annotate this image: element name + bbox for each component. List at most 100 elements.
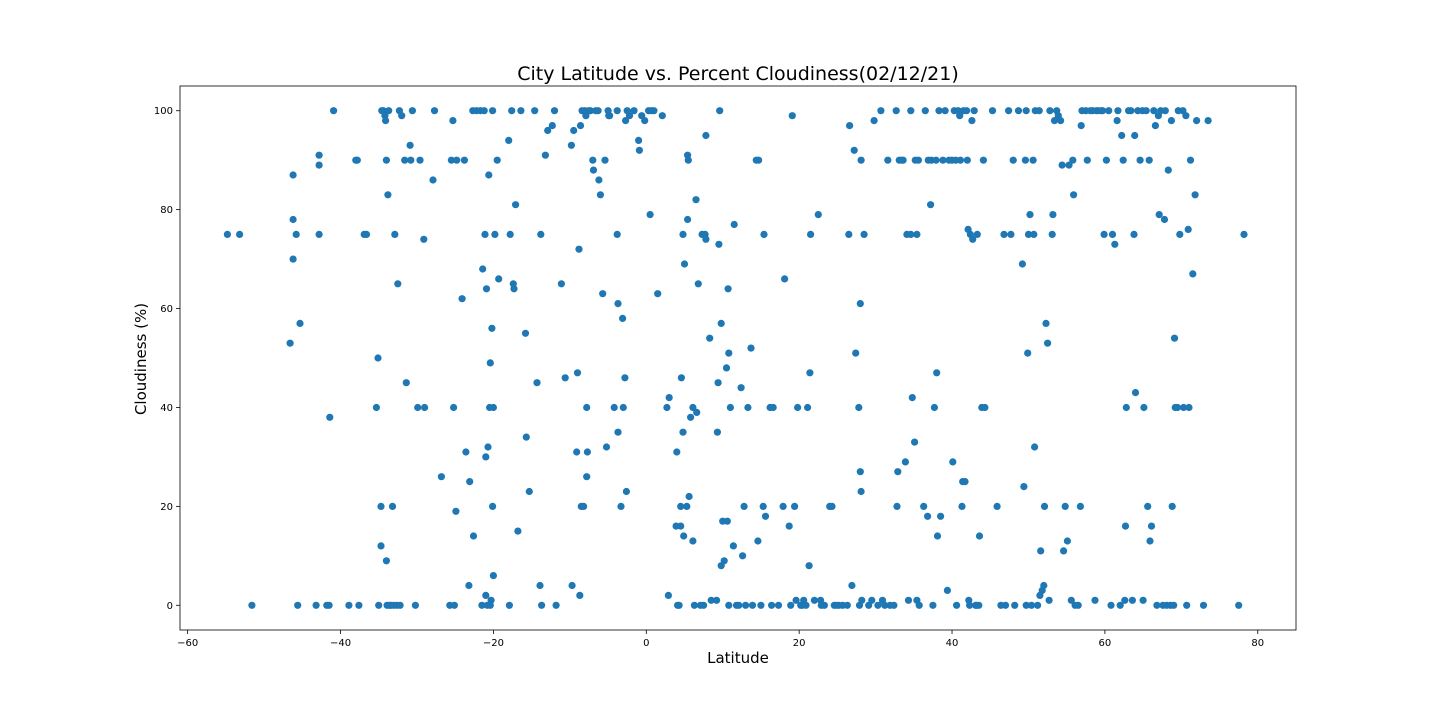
data-point <box>1018 260 1026 268</box>
data-point <box>1119 156 1127 164</box>
data-point <box>1021 156 1029 164</box>
data-point <box>702 131 710 140</box>
data-point <box>525 487 533 496</box>
data-point <box>692 196 700 204</box>
data-point <box>576 122 585 130</box>
data-point <box>981 403 989 412</box>
data-point <box>714 379 722 387</box>
data-point <box>1155 211 1163 219</box>
data-point <box>675 601 683 609</box>
data-point <box>614 300 622 308</box>
data-point <box>1077 122 1085 130</box>
data-point <box>407 156 415 164</box>
data-point <box>1069 156 1077 164</box>
data-point <box>1184 225 1192 233</box>
data-point <box>933 369 941 377</box>
data-point <box>1185 403 1193 412</box>
data-point <box>479 265 487 273</box>
data-point <box>312 601 320 609</box>
data-point <box>1191 191 1199 199</box>
data-point <box>514 527 522 535</box>
x-tick-label: 20 <box>793 638 806 649</box>
data-point <box>1034 601 1042 609</box>
x-tick-label: 0 <box>643 638 649 649</box>
data-point <box>1168 502 1176 510</box>
data-point <box>385 107 393 115</box>
data-point <box>1153 601 1161 609</box>
data-point <box>1065 161 1073 169</box>
data-point <box>377 542 385 550</box>
data-point <box>774 601 783 609</box>
data-point <box>689 537 697 545</box>
data-point <box>488 324 496 332</box>
data-point <box>430 107 439 115</box>
data-point <box>787 601 795 609</box>
data-point <box>594 107 602 115</box>
data-point <box>482 591 490 600</box>
data-point <box>807 230 815 238</box>
data-point <box>744 403 752 412</box>
data-point <box>961 478 969 486</box>
data-point <box>759 502 767 510</box>
data-point <box>1170 334 1179 342</box>
data-point <box>726 403 735 412</box>
data-point <box>599 290 607 298</box>
data-point <box>843 601 851 609</box>
data-point <box>848 581 856 590</box>
data-point <box>481 230 489 238</box>
data-point <box>966 601 974 609</box>
data-point <box>684 215 692 224</box>
data-point <box>406 141 414 149</box>
data-point <box>538 601 546 609</box>
data-point <box>377 502 385 510</box>
data-point <box>1199 601 1208 609</box>
data-point <box>850 146 858 154</box>
data-point <box>1024 349 1032 357</box>
data-point <box>466 478 474 486</box>
data-point <box>416 156 424 164</box>
data-point <box>544 126 552 135</box>
data-point <box>536 581 544 590</box>
data-point <box>601 156 609 164</box>
data-point <box>1042 319 1050 327</box>
data-point <box>737 384 745 392</box>
data-point <box>1235 601 1243 609</box>
data-point <box>1105 107 1113 115</box>
data-point <box>785 522 793 530</box>
data-point <box>447 156 455 164</box>
data-point <box>713 596 721 604</box>
data-point <box>548 122 556 130</box>
x-tick-label: 60 <box>1099 638 1112 649</box>
data-point <box>570 126 578 135</box>
data-point <box>1161 107 1169 115</box>
data-point <box>856 468 864 476</box>
data-point <box>1045 596 1053 604</box>
data-point <box>932 156 940 164</box>
data-point <box>537 230 545 238</box>
data-point <box>723 517 731 525</box>
data-point <box>1050 117 1059 125</box>
data-point <box>970 107 978 115</box>
data-point <box>730 220 738 229</box>
data-point <box>1131 131 1139 140</box>
data-point <box>899 156 907 164</box>
data-point <box>382 117 390 125</box>
data-point <box>437 473 445 481</box>
x-tick-label: −60 <box>177 638 198 649</box>
data-point <box>1063 537 1071 545</box>
plot-frame <box>179 85 1297 631</box>
data-point <box>1147 522 1156 530</box>
data-point <box>914 156 923 164</box>
data-point <box>683 502 691 510</box>
data-point <box>1240 230 1248 238</box>
data-point <box>517 107 525 115</box>
data-point <box>725 349 733 357</box>
data-point <box>1122 403 1130 412</box>
data-point <box>223 230 231 238</box>
data-point <box>465 581 473 590</box>
data-point <box>1102 156 1110 164</box>
data-point <box>739 552 747 560</box>
data-point <box>586 107 595 115</box>
data-point <box>684 156 692 164</box>
data-point <box>610 403 618 412</box>
